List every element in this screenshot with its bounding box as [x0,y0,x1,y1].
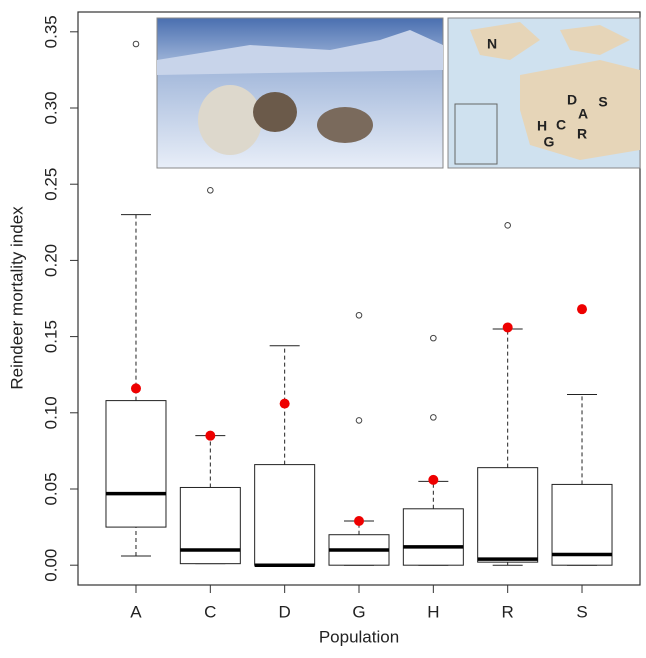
outlier [207,187,214,194]
highlight-point [577,304,588,315]
box [402,508,464,566]
highlight-point [205,430,216,441]
y-tick-label: 0.15 [41,320,60,353]
box [477,467,539,563]
y-axis-title: Reindeer mortality index [7,206,26,390]
map-label: G [544,134,555,150]
x-tick-label: H [427,602,439,621]
map-label: D [567,92,577,108]
highlight-point [354,515,364,526]
map-label: N [487,36,497,52]
x-tick-label: A [130,602,142,621]
y-tick-label: 0.05 [41,472,60,505]
y-tick-label: 0.10 [41,396,60,429]
box [179,486,241,565]
x-tick-label: C [204,602,216,621]
outlier [430,334,437,342]
outlier [504,222,511,229]
map-label: H [537,118,547,134]
x-tick-label: G [352,602,365,621]
y-tick-label: 0.35 [41,15,60,48]
x-tick-label: D [279,602,291,621]
map-label: C [556,117,566,133]
map-label: S [598,94,607,110]
highlight-point [428,474,439,485]
map-inset [447,17,641,169]
map-label: R [577,126,587,142]
highlight-point [502,322,513,333]
y-tick-label: 0.25 [41,168,60,201]
box [105,400,167,528]
outlier [355,311,363,319]
photo-inset [156,17,444,169]
highlight-point [279,398,290,409]
highlight-point [130,383,141,394]
outlier [132,40,140,48]
x-tick-label: R [502,602,514,621]
y-tick-label: 0.00 [41,549,60,582]
map-label: A [578,106,588,122]
box [551,483,613,566]
outlier [430,414,437,421]
x-axis-title: Population [319,627,399,646]
y-tick-label: 0.30 [41,91,60,124]
x-tick-label: S [576,602,587,621]
outlier [355,417,363,424]
y-tick-label: 0.20 [41,244,60,277]
box [254,464,316,566]
